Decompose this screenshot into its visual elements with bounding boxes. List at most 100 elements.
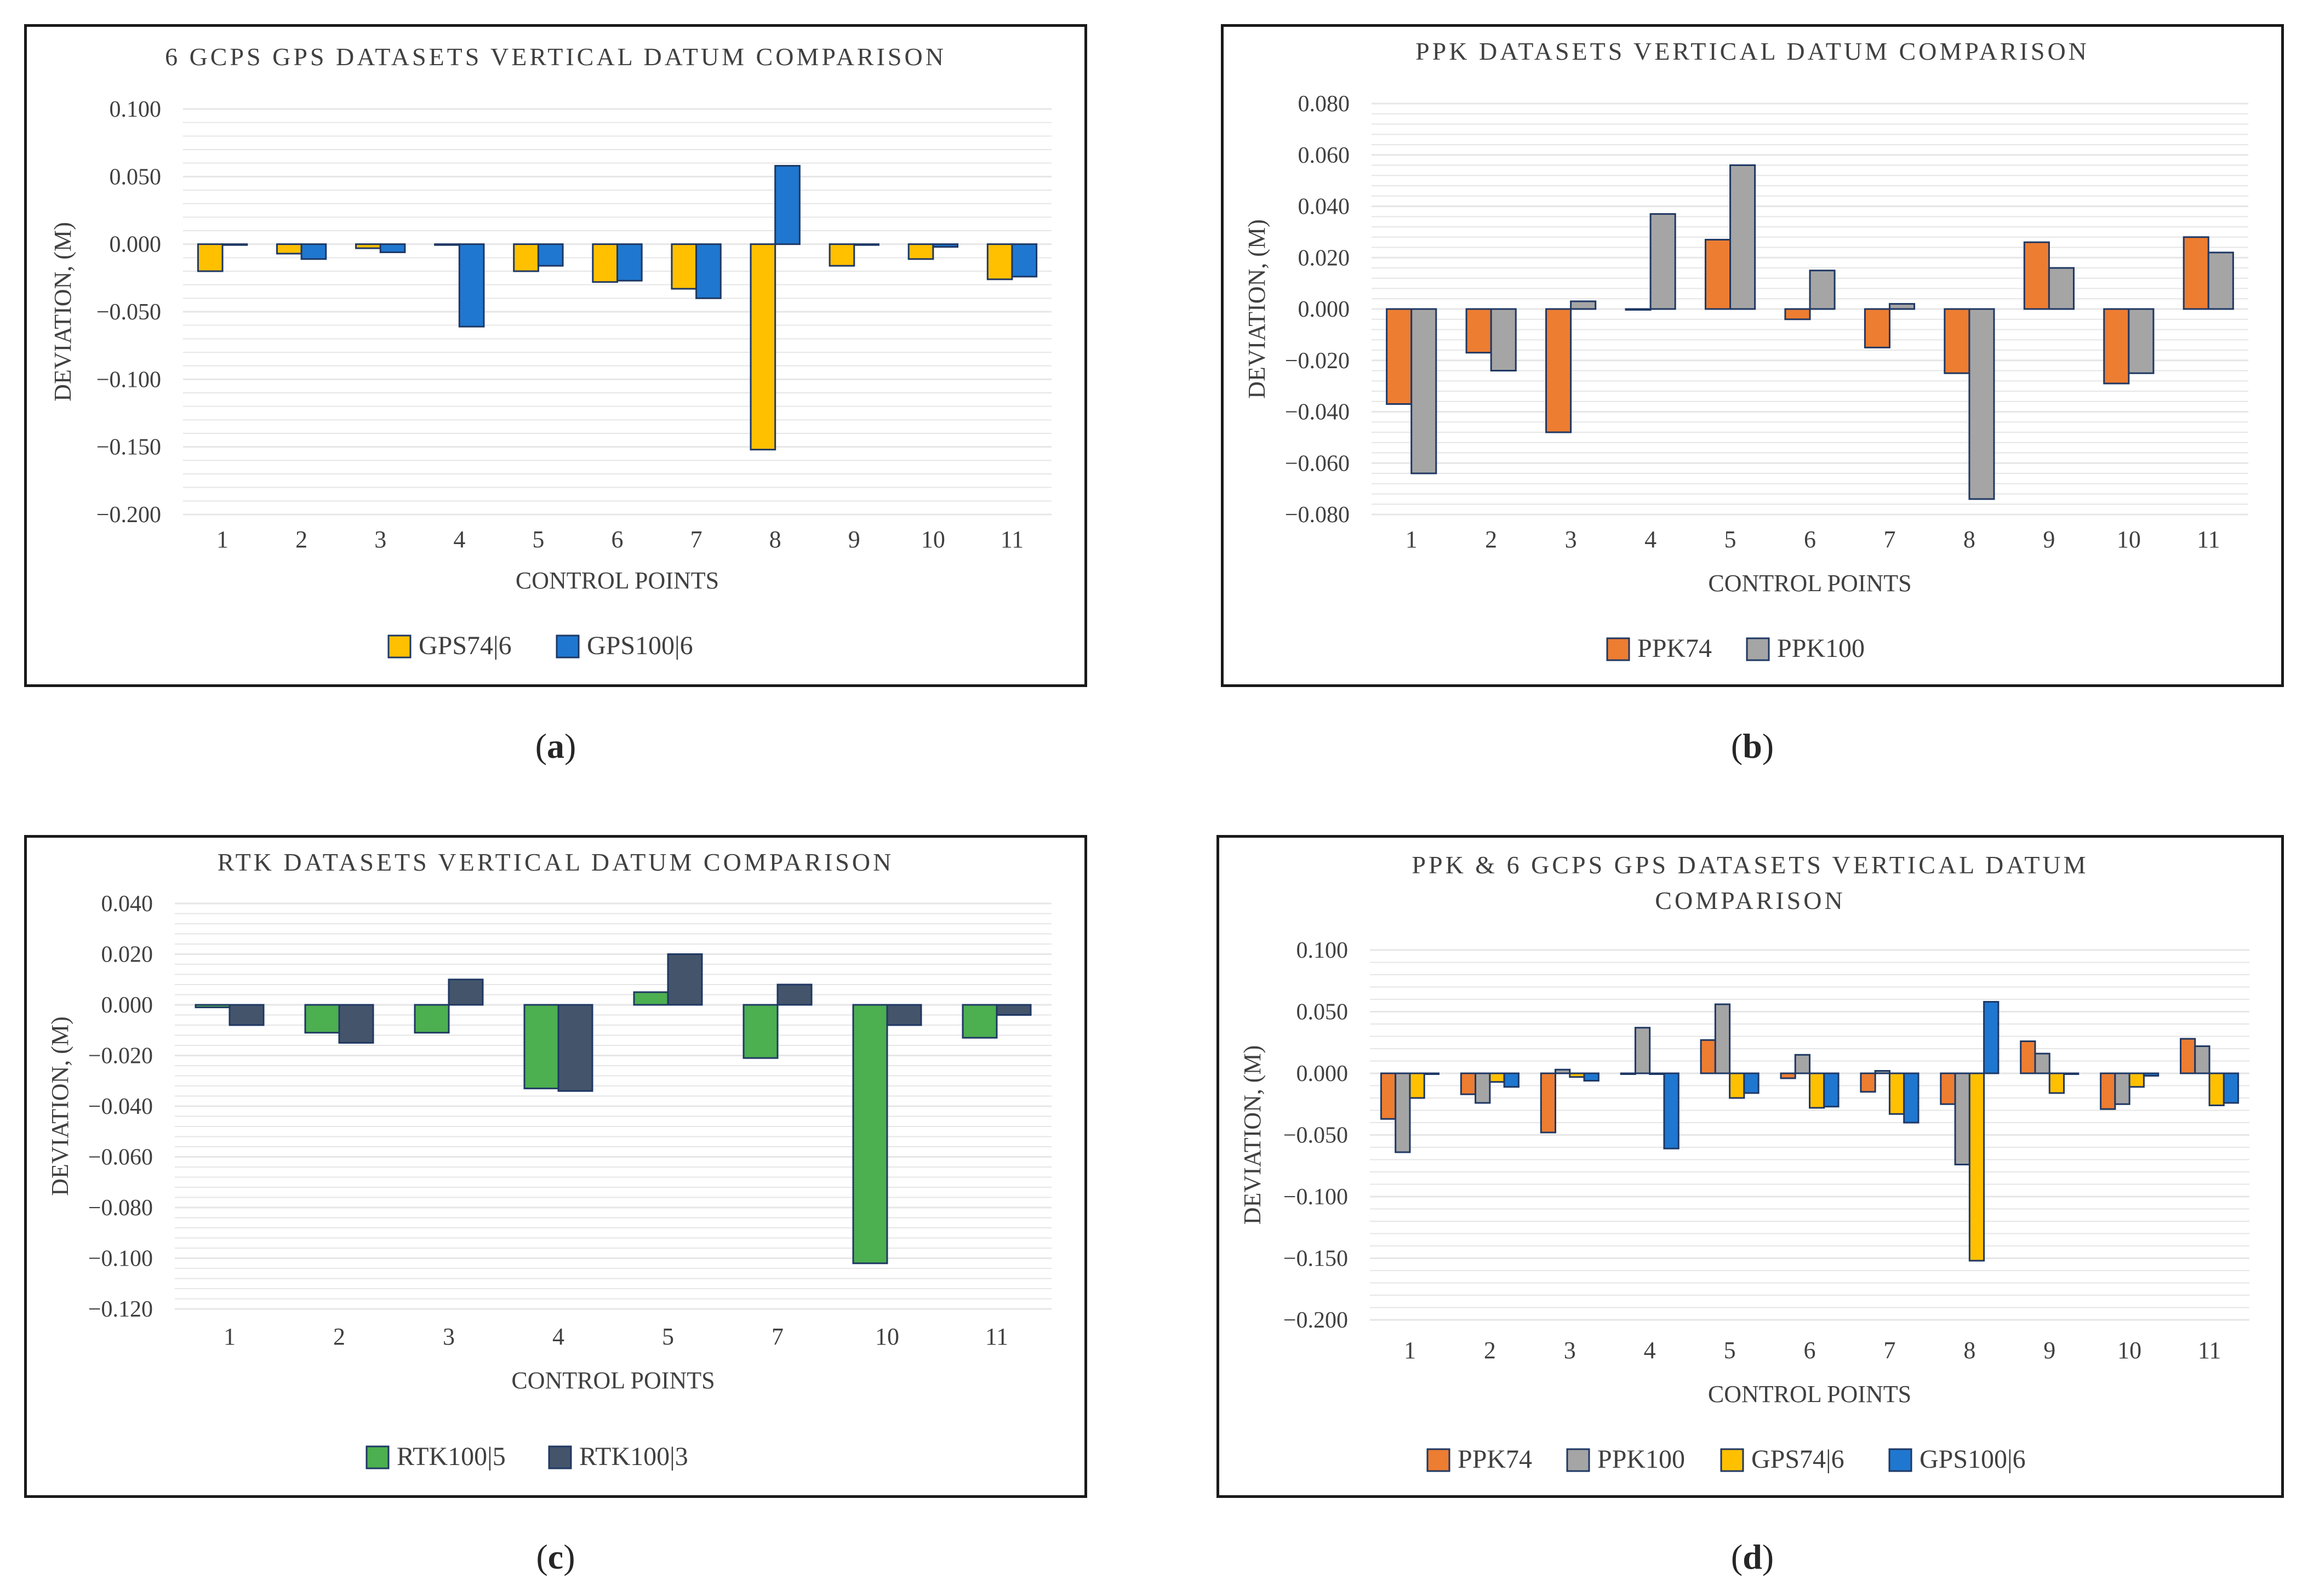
- bar: [1888, 1072, 1905, 1115]
- bar: [1423, 1072, 1440, 1075]
- x-tick-label: 11: [2197, 526, 2220, 553]
- y-tick-label: 0.040: [1298, 195, 1350, 220]
- bar: [537, 243, 564, 267]
- bar: [1954, 1072, 1970, 1165]
- bar: [523, 1004, 559, 1090]
- bar: [1649, 1072, 1665, 1075]
- bar: [2063, 1072, 2080, 1075]
- legend-label: GPS74|6: [419, 631, 512, 660]
- bar: [1714, 1003, 1731, 1074]
- y-axis-label: DEVIATION, (M): [49, 222, 76, 402]
- bar: [2207, 251, 2234, 310]
- legend-swatch: [1888, 1448, 1912, 1472]
- bar: [304, 1004, 340, 1034]
- bar: [1968, 308, 1995, 500]
- legend-label: GPS100|6: [587, 631, 693, 660]
- y-tick-label: 0.000: [1296, 1061, 1349, 1086]
- x-tick-label: 6: [1804, 1337, 1816, 1364]
- chart-title: PPK DATASETS VERTICAL DATUM COMPARISON: [1415, 37, 2089, 65]
- bar: [1570, 300, 1597, 310]
- legend-swatch: [1606, 637, 1630, 661]
- x-tick-label: 2: [1484, 1337, 1496, 1364]
- x-tick-label: 8: [1963, 1337, 1975, 1364]
- y-tick-label: −0.040: [88, 1094, 153, 1119]
- legend-swatch: [1720, 1448, 1744, 1472]
- bar: [197, 243, 224, 272]
- bar: [1011, 243, 1038, 278]
- bar: [1540, 1072, 1557, 1134]
- x-tick-label: 9: [2043, 526, 2055, 553]
- bar: [907, 243, 934, 260]
- y-tick-label: 0.020: [101, 942, 153, 968]
- y-tick-label: −0.050: [96, 300, 161, 325]
- y-axis-label: DEVIATION, (M): [1239, 1045, 1266, 1225]
- bar: [1386, 308, 1413, 405]
- legend-swatch: [1746, 637, 1770, 661]
- y-tick-label: 0.040: [101, 891, 153, 917]
- bar: [1888, 303, 1916, 310]
- chart-c-svg: RTK DATASETS VERTICAL DATUM COMPARISON 0.…: [47, 848, 1052, 1471]
- y-tick-label: −0.060: [88, 1145, 153, 1170]
- bar: [1409, 1072, 1425, 1099]
- x-tick-label: 10: [2117, 1337, 2141, 1364]
- bar: [1700, 1039, 1716, 1074]
- bar: [2114, 1072, 2130, 1105]
- bar: [852, 1004, 888, 1265]
- bar: [2034, 1052, 2050, 1074]
- bar: [742, 1004, 779, 1059]
- bar: [513, 243, 539, 272]
- legend-swatch: [365, 1445, 390, 1469]
- bar: [1649, 213, 1676, 310]
- bar: [1490, 308, 1517, 371]
- legend-swatch: [548, 1445, 572, 1469]
- y-tick-label: −0.080: [88, 1195, 153, 1221]
- y-axis-label: DEVIATION, (M): [47, 1016, 73, 1196]
- x-tick-label: 7: [690, 526, 702, 553]
- bar: [1503, 1072, 1520, 1088]
- bar: [774, 165, 801, 245]
- x-tick-label: 9: [2043, 1337, 2055, 1364]
- bar: [633, 991, 669, 1006]
- chart-d-svg: PPK & 6 GCPS GPS DATASETS VERTICAL DATUM…: [1239, 851, 2249, 1474]
- y-tick-label: 0.100: [1296, 938, 1349, 963]
- y-tick-label: −0.080: [1285, 502, 1350, 528]
- chart-panel-a: 6 GCPS GPS DATASETS VERTICAL DATUM COMPA…: [24, 24, 1087, 687]
- x-tick-label: 4: [552, 1323, 564, 1350]
- bar: [2103, 308, 2130, 385]
- y-tick-label: 0.000: [1298, 297, 1350, 322]
- chart-title: 6 GCPS GPS DATASETS VERTICAL DATUM COMPA…: [165, 43, 946, 71]
- bar: [1729, 164, 1756, 310]
- legend-label: PPK100: [1777, 634, 1865, 663]
- legend-label: RTK100|5: [397, 1442, 506, 1471]
- y-tick-label: −0.100: [1283, 1185, 1348, 1210]
- chart-title: PPK & 6 GCPS GPS DATASETS VERTICAL DATUM: [1412, 851, 2088, 879]
- bar: [1809, 1072, 1825, 1109]
- y-tick-label: −0.020: [1285, 348, 1350, 374]
- bar: [1380, 1072, 1397, 1120]
- bar: [853, 243, 879, 246]
- x-tick-label: 11: [2198, 1337, 2221, 1364]
- x-tick-label: 2: [295, 526, 307, 553]
- x-tick-label: 1: [1406, 526, 1418, 553]
- bar: [448, 979, 484, 1006]
- x-tick-label: 1: [216, 526, 229, 553]
- y-tick-label: 0.020: [1298, 245, 1350, 271]
- y-tick-label: −0.200: [1283, 1308, 1348, 1333]
- caption-c: (c): [536, 1537, 575, 1576]
- bar: [1395, 1072, 1411, 1153]
- bar: [1620, 1072, 1636, 1075]
- y-tick-label: −0.100: [88, 1246, 153, 1272]
- bar: [1743, 1072, 1760, 1094]
- bar: [1460, 1072, 1477, 1095]
- x-axis-label: CONTROL POINTS: [1708, 1381, 1911, 1408]
- bar: [2100, 1072, 2116, 1110]
- chart-panel-b: PPK DATASETS VERTICAL DATUM COMPARISON 0.…: [1221, 24, 2284, 687]
- x-tick-label: 2: [333, 1323, 345, 1350]
- chart-title: RTK DATASETS VERTICAL DATUM COMPARISON: [218, 848, 894, 876]
- x-tick-label: 5: [1724, 1337, 1736, 1364]
- bar: [1944, 308, 1970, 374]
- y-tick-label: −0.020: [88, 1044, 153, 1069]
- bar: [886, 1004, 922, 1026]
- x-tick-label: 11: [1001, 526, 1024, 553]
- bar: [1780, 1072, 1796, 1079]
